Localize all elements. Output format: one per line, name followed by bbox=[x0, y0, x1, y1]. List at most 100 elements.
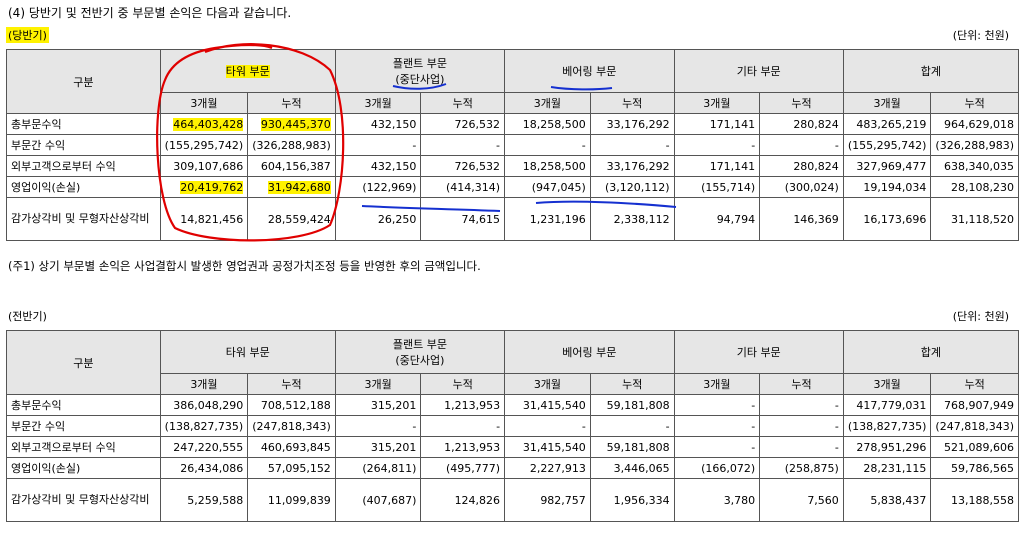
segment-header-plant: 플랜트 부문 (중단사업) bbox=[334, 330, 506, 374]
table-cell: (947,045) bbox=[504, 176, 591, 198]
table-cell: 171,141 bbox=[673, 155, 761, 177]
table-cell: 708,512,188 bbox=[247, 394, 336, 416]
table-cell: (155,295,742) bbox=[159, 134, 249, 156]
table-cell: 94,794 bbox=[673, 197, 761, 241]
table-cell: - bbox=[334, 415, 422, 437]
cumulative-header: 누적 bbox=[930, 92, 1019, 114]
table-cell: 432,150 bbox=[334, 113, 422, 135]
table-cell: (258,875) bbox=[759, 457, 844, 479]
table-cell: 309,107,686 bbox=[159, 155, 249, 177]
table-cell: - bbox=[504, 415, 591, 437]
table-row: 외부고객으로부터 수익 309,107,686 604,156,387 432,150… bbox=[6, 155, 1019, 177]
row-label: 영업이익(손실) bbox=[6, 176, 161, 198]
cumulative-header: 누적 bbox=[247, 373, 336, 395]
table-cell: 5,259,588 bbox=[159, 478, 249, 522]
three-month-header: 3개월 bbox=[504, 373, 591, 395]
table-cell: 417,779,031 bbox=[842, 394, 932, 416]
table-cell: 28,231,115 bbox=[842, 457, 932, 479]
table-cell: 13,188,558 bbox=[930, 478, 1019, 522]
table-cell: 31,415,540 bbox=[504, 394, 591, 416]
table-cell: (300,024) bbox=[759, 176, 844, 198]
cumulative-header: 누적 bbox=[930, 373, 1019, 395]
table-cell: 2,227,913 bbox=[504, 457, 591, 479]
segment-header-tower: 타워 부문 bbox=[159, 330, 336, 374]
row-label: 총부문수익 bbox=[6, 113, 161, 135]
table-cell: 31,942,680 bbox=[247, 176, 336, 198]
table-cell: (407,687) bbox=[334, 478, 422, 522]
table-cell: 19,194,034 bbox=[842, 176, 932, 198]
row-label: 부문간 수익 bbox=[6, 134, 161, 156]
table-cell: 1,213,953 bbox=[420, 394, 506, 416]
table-cell: 31,415,540 bbox=[504, 436, 591, 458]
table-cell: 768,907,949 bbox=[930, 394, 1019, 416]
highlighted-value: 31,942,680 bbox=[267, 180, 331, 194]
table-cell: (247,818,343) bbox=[247, 415, 336, 437]
table-cell: 964,629,018 bbox=[930, 113, 1019, 135]
table-cell: 18,258,500 bbox=[504, 155, 591, 177]
prior-unit-label: (단위: 천원) bbox=[952, 310, 1009, 323]
row-label: 감가상각비 및 무형자산상각비 bbox=[6, 478, 161, 522]
table-cell: - bbox=[673, 394, 761, 416]
table-cell: 5,838,437 bbox=[842, 478, 932, 522]
table-cell: 280,824 bbox=[759, 155, 844, 177]
segment-header-tower: 타워 부문 bbox=[159, 49, 336, 93]
table-cell: 2,338,112 bbox=[589, 197, 675, 241]
table-cell: 483,265,219 bbox=[842, 113, 932, 135]
table-cell: (326,288,983) bbox=[930, 134, 1019, 156]
table-cell: 726,532 bbox=[420, 155, 506, 177]
segment-header-plant: 플랜트 부문 (중단사업) bbox=[334, 49, 506, 93]
row-label: 외부고객으로부터 수익 bbox=[6, 436, 161, 458]
table-cell: 59,181,808 bbox=[589, 436, 675, 458]
row-label: 감가상각비 및 무형자산상각비 bbox=[6, 197, 161, 241]
table-cell: - bbox=[589, 134, 675, 156]
three-month-header: 3개월 bbox=[842, 373, 932, 395]
table-row: 외부고객으로부터 수익 247,220,555 460,693,845 315,201… bbox=[6, 436, 1019, 458]
table-cell: 33,176,292 bbox=[589, 113, 675, 135]
table-cell: - bbox=[420, 134, 506, 156]
table-row: 총부문수익 386,048,290 708,512,188 315,201 1,213,… bbox=[6, 394, 1019, 416]
table-cell: - bbox=[334, 134, 422, 156]
table-cell: 7,560 bbox=[759, 478, 844, 522]
table-cell: 638,340,035 bbox=[930, 155, 1019, 177]
row-label: 영업이익(손실) bbox=[6, 457, 161, 479]
segment-header-bearing: 베어링 부문 bbox=[504, 49, 675, 93]
cumulative-header: 누적 bbox=[247, 92, 336, 114]
table-cell: - bbox=[504, 134, 591, 156]
table-cell: 278,951,296 bbox=[842, 436, 932, 458]
row-label: 부문간 수익 bbox=[6, 415, 161, 437]
table-cell: 1,956,334 bbox=[589, 478, 675, 522]
three-month-header: 3개월 bbox=[334, 373, 422, 395]
table-cell: 521,089,606 bbox=[930, 436, 1019, 458]
table-cell: 315,201 bbox=[334, 394, 422, 416]
table-cell: 16,173,696 bbox=[842, 197, 932, 241]
table-row: 영업이익(손실) 26,434,086 57,095,152 (264,811) (49… bbox=[6, 457, 1019, 479]
cumulative-header: 누적 bbox=[759, 373, 844, 395]
cumulative-header: 누적 bbox=[589, 92, 675, 114]
table-cell: - bbox=[673, 134, 761, 156]
current-period-label: (당반기) bbox=[6, 27, 49, 43]
cumulative-header: 누적 bbox=[759, 92, 844, 114]
table-cell: 247,220,555 bbox=[159, 436, 249, 458]
cumulative-header: 누적 bbox=[589, 373, 675, 395]
table-cell: 124,826 bbox=[420, 478, 506, 522]
footnote: (주1) 상기 부문별 손익은 사업결합시 발생한 영업권과 공정가치조정 등을… bbox=[8, 259, 481, 273]
table-cell: (122,969) bbox=[334, 176, 422, 198]
table-cell: 3,780 bbox=[673, 478, 761, 522]
cumulative-header: 누적 bbox=[420, 92, 506, 114]
table-cell: 59,181,808 bbox=[589, 394, 675, 416]
category-header: 구분 bbox=[6, 330, 161, 395]
table-cell: (155,714) bbox=[673, 176, 761, 198]
table-cell: 74,615 bbox=[420, 197, 506, 241]
table-cell: (414,314) bbox=[420, 176, 506, 198]
table-cell: 146,369 bbox=[759, 197, 844, 241]
table-cell: 604,156,387 bbox=[247, 155, 336, 177]
table-cell: 1,231,196 bbox=[504, 197, 591, 241]
highlighted-value: 930,445,370 bbox=[260, 117, 331, 131]
table-row: 영업이익(손실) 20,419,762 31,942,680 (122,969) (41… bbox=[6, 176, 1019, 198]
table-cell: 28,108,230 bbox=[930, 176, 1019, 198]
current-unit-label: (단위: 천원) bbox=[952, 29, 1009, 42]
segment-header-total: 합계 bbox=[842, 330, 1019, 374]
category-header: 구분 bbox=[6, 49, 161, 114]
table-cell: - bbox=[673, 436, 761, 458]
table-cell: 460,693,845 bbox=[247, 436, 336, 458]
